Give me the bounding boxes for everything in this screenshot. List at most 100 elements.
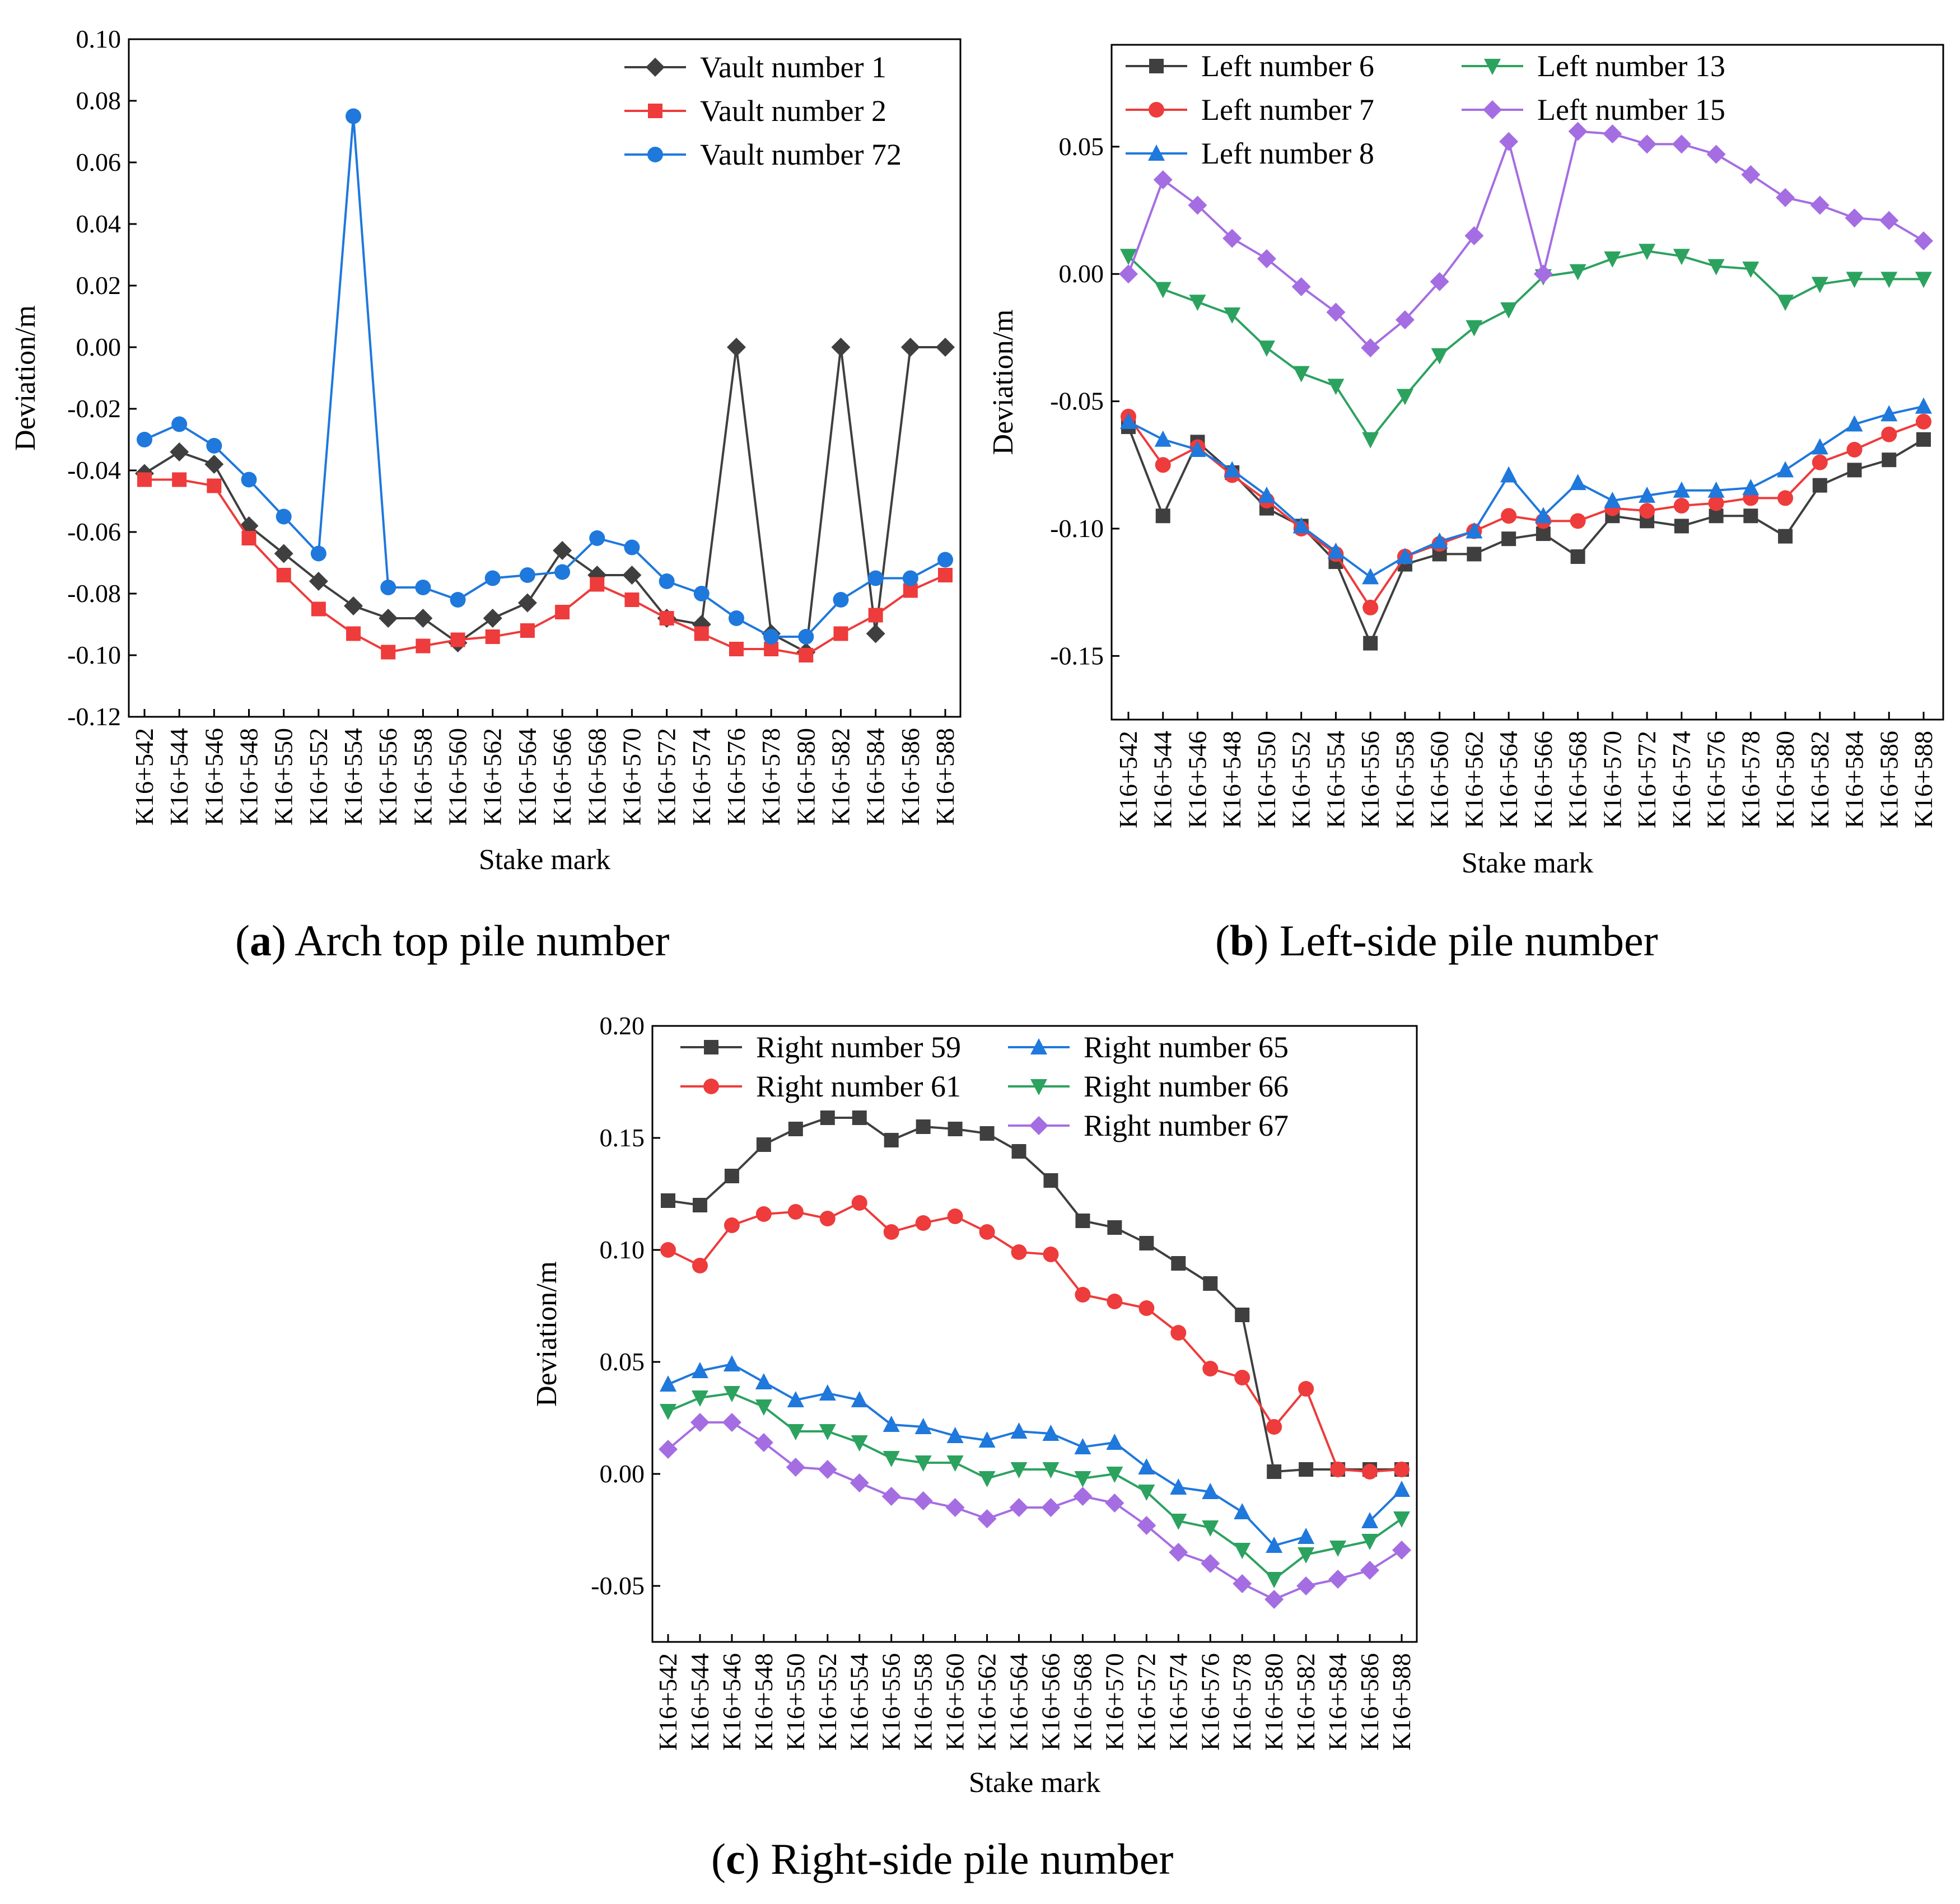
- x-tick-label: K16+556: [1356, 731, 1384, 828]
- data-point: [946, 1427, 964, 1443]
- data-point: [1880, 405, 1898, 422]
- legend-marker: [1483, 100, 1502, 119]
- legend-marker: [1484, 59, 1501, 75]
- data-point: [1138, 1458, 1155, 1474]
- data-point: [1536, 526, 1551, 542]
- data-point: [1010, 1462, 1028, 1478]
- data-point: [916, 1119, 931, 1134]
- data-point: [728, 610, 744, 626]
- x-tick-label: K16+562: [973, 1653, 1001, 1751]
- data-point: [936, 338, 955, 357]
- data-point: [833, 592, 849, 608]
- data-point: [1569, 264, 1586, 281]
- data-point: [755, 1373, 772, 1389]
- data-point: [241, 531, 256, 545]
- legend-label: Left number 6: [1201, 49, 1374, 83]
- legend-label: Left number 7: [1201, 93, 1374, 127]
- x-tick-label: K16+564: [1494, 731, 1523, 828]
- x-tick-label: K16+562: [1459, 731, 1488, 828]
- x-tick-label: K16+548: [235, 728, 263, 825]
- data-point: [799, 648, 814, 662]
- x-tick-label: K16+584: [1840, 731, 1869, 828]
- x-tick-label: K16+550: [781, 1653, 810, 1751]
- data-point: [172, 472, 187, 487]
- data-point: [724, 1169, 739, 1183]
- data-point: [1154, 282, 1172, 298]
- data-point: [1222, 228, 1242, 248]
- data-point: [1846, 442, 1863, 458]
- data-point: [1396, 547, 1413, 564]
- data-point: [1501, 531, 1516, 547]
- data-point: [1011, 1144, 1026, 1159]
- x-tick-label: K16+588: [1909, 731, 1938, 828]
- data-point: [483, 609, 502, 628]
- y-tick-label: 0.08: [76, 86, 122, 115]
- series-2: [137, 472, 953, 662]
- data-point: [1395, 310, 1415, 330]
- series-4: [1120, 244, 1932, 449]
- legend-marker: [704, 1040, 718, 1054]
- data-point: [1258, 486, 1275, 503]
- y-tick-label: -0.06: [67, 517, 121, 546]
- data-point: [1777, 490, 1794, 506]
- caption-c-letter: c: [725, 1835, 745, 1883]
- data-point: [1188, 195, 1207, 215]
- x-tick-label: K16+584: [1323, 1653, 1352, 1751]
- x-tick-label: K16+570: [1598, 731, 1626, 828]
- y-tick-label: 0.05: [600, 1347, 645, 1376]
- data-point: [1362, 568, 1379, 585]
- data-point: [1154, 430, 1172, 447]
- x-tick-label: K16+574: [1164, 1653, 1192, 1751]
- data-point: [1742, 262, 1760, 278]
- data-point: [1328, 1570, 1348, 1589]
- y-axis-title: Deviation/m: [10, 305, 41, 451]
- data-point: [171, 416, 188, 432]
- data-point: [819, 1211, 836, 1226]
- x-tick-label: K16+582: [1291, 1653, 1320, 1751]
- data-point: [1043, 1173, 1058, 1188]
- data-point: [170, 442, 189, 461]
- data-point: [937, 552, 953, 568]
- data-point: [1639, 244, 1656, 260]
- data-point: [1880, 272, 1898, 288]
- caption-b-letter: b: [1229, 916, 1254, 965]
- x-tick-label: K16+552: [813, 1653, 842, 1751]
- data-point: [723, 1355, 740, 1371]
- data-point: [659, 1440, 678, 1459]
- x-tick-label: K16+550: [269, 728, 298, 825]
- caption-c: (c) Right-side pile number: [711, 1835, 1174, 1883]
- data-point: [206, 438, 222, 454]
- data-point: [1009, 1498, 1029, 1517]
- caption-a-text: Arch top pile number: [295, 916, 670, 965]
- data-point: [1568, 122, 1588, 141]
- data-point: [690, 1413, 710, 1432]
- data-point: [851, 1435, 868, 1452]
- data-point: [1846, 272, 1863, 288]
- data-point: [1106, 1434, 1123, 1450]
- data-point: [1326, 302, 1346, 322]
- data-point: [1137, 1516, 1156, 1535]
- data-point: [883, 1224, 899, 1240]
- legend-label: Vault number 2: [700, 94, 886, 128]
- series-line: [144, 116, 946, 638]
- series-line: [144, 478, 946, 657]
- caption-b: (b) Left-side pile number: [1215, 916, 1658, 965]
- legend-marker: [1148, 144, 1165, 161]
- data-point: [1011, 1244, 1027, 1260]
- data-point: [881, 1487, 901, 1506]
- data-point: [1396, 389, 1413, 405]
- data-point: [450, 592, 466, 608]
- data-point: [1363, 636, 1378, 651]
- data-point: [1010, 1422, 1028, 1439]
- data-point: [852, 1110, 867, 1125]
- legend-label: Vault number 1: [700, 50, 886, 84]
- data-point: [554, 564, 571, 580]
- data-point: [1706, 144, 1726, 164]
- data-point: [379, 609, 398, 628]
- caption-a-letter: a: [249, 916, 272, 965]
- data-point: [1637, 134, 1657, 154]
- data-point: [1603, 124, 1622, 144]
- series-5: [1119, 122, 1933, 358]
- x-tick-label: K16+580: [1771, 731, 1799, 828]
- legend-label: Right number 67: [1084, 1109, 1289, 1142]
